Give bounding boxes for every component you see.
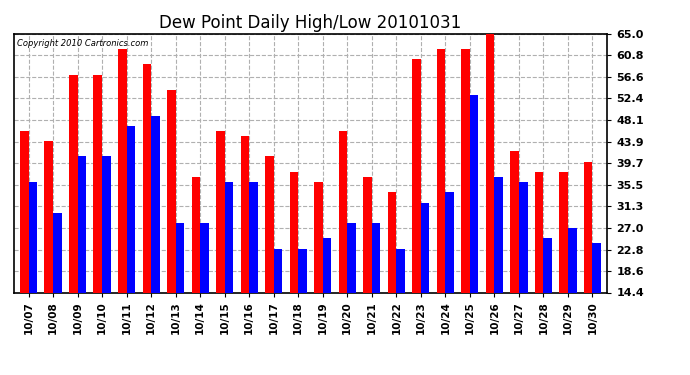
Bar (143, 64, 151, 292)
Bar (470, 95, 478, 292)
Bar (347, 223, 356, 292)
Bar (421, 202, 429, 292)
Bar (20, 131, 28, 292)
Title: Dew Point Daily High/Low 20101031: Dew Point Daily High/Low 20101031 (159, 14, 462, 32)
Bar (388, 192, 396, 292)
Bar (412, 59, 421, 292)
Bar (225, 182, 233, 292)
Bar (200, 223, 209, 292)
Bar (77, 156, 86, 292)
Bar (241, 136, 249, 292)
Bar (495, 177, 503, 292)
Bar (126, 126, 135, 292)
Bar (216, 131, 225, 292)
Bar (486, 28, 495, 292)
Bar (102, 156, 110, 292)
Bar (511, 152, 519, 292)
Bar (584, 162, 593, 292)
Bar (118, 49, 126, 292)
Text: Copyright 2010 Cartronics.com: Copyright 2010 Cartronics.com (17, 39, 148, 48)
Bar (265, 156, 274, 292)
Bar (290, 172, 298, 292)
Bar (44, 141, 53, 292)
Bar (28, 182, 37, 292)
Bar (53, 213, 61, 292)
Bar (437, 49, 445, 292)
Bar (69, 75, 77, 292)
Bar (363, 177, 372, 292)
Bar (314, 182, 323, 292)
Bar (535, 172, 544, 292)
Bar (593, 243, 601, 292)
Bar (560, 172, 568, 292)
Bar (249, 182, 258, 292)
Bar (339, 131, 347, 292)
Bar (323, 238, 331, 292)
Bar (519, 182, 528, 292)
Bar (445, 192, 454, 292)
Bar (396, 249, 405, 292)
Bar (568, 228, 577, 292)
Bar (298, 249, 307, 292)
Bar (274, 249, 282, 292)
Bar (544, 238, 552, 292)
Bar (192, 177, 200, 292)
Bar (176, 223, 184, 292)
Bar (151, 116, 159, 292)
Bar (167, 90, 176, 292)
Bar (372, 223, 380, 292)
Bar (462, 49, 470, 292)
Bar (93, 75, 102, 292)
